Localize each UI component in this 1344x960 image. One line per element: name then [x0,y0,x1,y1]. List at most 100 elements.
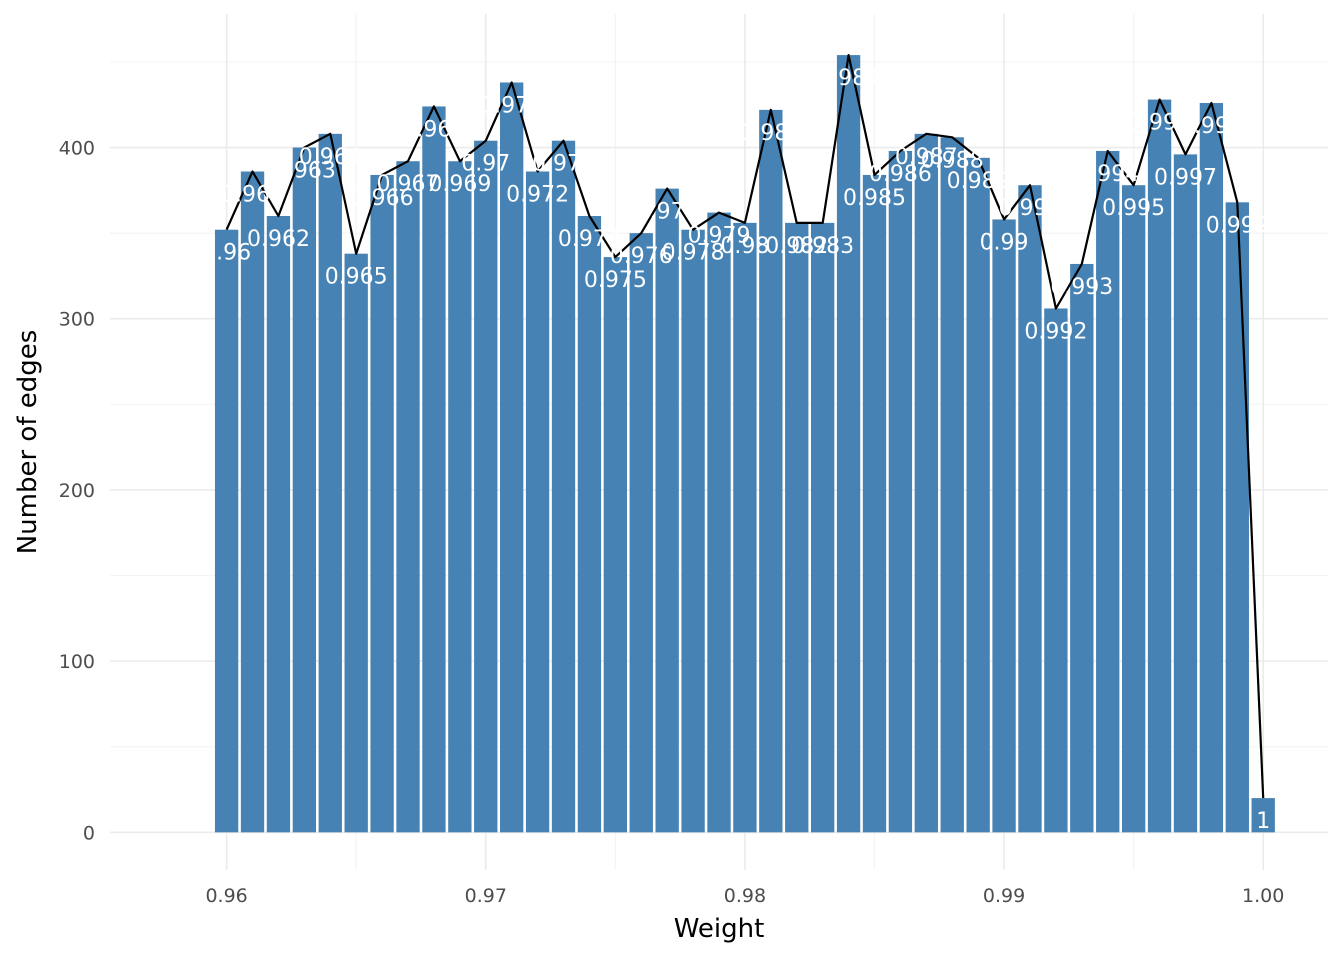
trend-line-group [225,53,1265,799]
bar-value-label: 0.988 [921,148,984,173]
bar [396,161,420,833]
bar-value-label: 0.969 [428,172,491,197]
bar [525,171,550,833]
bar-value-label: 0.998 [1180,114,1243,139]
bar [577,216,602,833]
bar [862,174,887,833]
bar-value-label: 0.98 [720,234,769,259]
y-tick-label: 200 [59,480,95,502]
y-tick-label: 100 [59,651,95,673]
bar [422,106,446,833]
bar [1173,154,1198,833]
bar [629,233,653,833]
bar [474,140,498,833]
bar-value-label: 0.97 [461,152,510,177]
bar-value-label: 0.972 [506,183,569,208]
bar-value-label: 0.984 [817,66,880,91]
bar [1225,202,1249,833]
bar [810,222,835,833]
bar [266,216,291,833]
x-tick-label: 0.99 [983,885,1025,907]
bar-value-label: 0.989 [947,169,1010,194]
bar [214,229,239,833]
bar-value-label: 0.962 [247,227,310,252]
bar-value-label: 0.999 [1206,213,1269,238]
bar [1070,263,1094,833]
bar-value-label: 0.979 [688,224,751,249]
bar-value-label: 0.992 [1024,319,1087,344]
bar-value-label: 0.978 [662,241,725,266]
bar-value-label: 1 [1256,809,1270,834]
bar-value-label: 0.997 [1154,165,1217,190]
bar [836,55,861,833]
bar-value-label: 0.963 [273,159,336,184]
bar [785,222,809,833]
bar-value-label: 0.99 [980,230,1029,255]
y-tick-label: 400 [59,138,95,160]
bar [1096,150,1120,833]
bar [500,82,524,833]
bar-value-labels: 0.960.9610.9620.9630.9640.9650.9660.9670… [202,66,1270,834]
bar [1044,308,1068,833]
bar [603,257,628,833]
bar [292,147,317,833]
bar [655,188,679,833]
y-tick-label: 0 [83,822,95,844]
bar-value-label: 0.991 [998,196,1061,221]
bar-value-label: 0.976 [610,244,673,269]
bar [992,219,1016,833]
trend-line [225,53,1265,799]
x-axis-title: Weight [674,914,765,944]
bar-value-label: 0.968 [402,117,465,142]
bar-value-label: 0.966 [351,186,414,211]
bar-value-label: 0.961 [221,183,284,208]
bar [966,157,990,833]
bar-value-label: 0.986 [869,162,932,187]
bars [214,55,1275,833]
bar-value-label: 0.971 [480,93,543,118]
y-axis-title: Number of edges [13,330,43,555]
bar-value-label: 0.975 [584,268,647,293]
bar-value-label: 0.993 [1050,275,1113,300]
x-tick-label: 0.96 [205,885,247,907]
x-tick-label: 1.00 [1242,885,1284,907]
bar [707,212,731,833]
bar-value-label: 0.995 [1102,196,1165,221]
bar-value-label: 0.965 [325,265,388,290]
bar-value-label: 0.994 [1076,162,1139,187]
y-tick-label: 300 [59,309,95,331]
x-tick-label: 0.98 [724,885,766,907]
bar [344,253,368,833]
bar [1199,103,1224,833]
bar [759,109,783,833]
x-tick-label: 0.97 [465,885,507,907]
bar-value-label: 0.974 [558,227,621,252]
bar [370,174,394,833]
bar [914,133,938,833]
bar [733,222,757,833]
bar-value-label: 0.964 [299,145,362,170]
bar [448,161,472,833]
bar [551,140,576,833]
bar [1251,798,1275,833]
bar-value-label: 0.967 [377,172,440,197]
bar [318,133,342,833]
tick-labels: 0.96 0.97 0.98 0.99 1.00 0 100 200 300 400 [59,138,1285,907]
bar-value-label: 0.983 [791,234,854,259]
bar-value-label: 0.985 [843,186,906,211]
bar [240,171,265,833]
bar [888,150,913,833]
bar [1018,185,1042,833]
bar-value-label: 0.982 [765,234,828,259]
bar [940,137,964,833]
bar [1147,99,1172,833]
bar-value-label: 0.977 [636,200,699,225]
bar-value-label: 0.996 [1128,111,1191,136]
bar-value-label: 0.981 [739,121,802,146]
bar [681,229,705,833]
bar-value-label: 0.96 [202,241,251,266]
bar [1121,185,1146,833]
bar-value-label: 0.973 [532,152,595,177]
